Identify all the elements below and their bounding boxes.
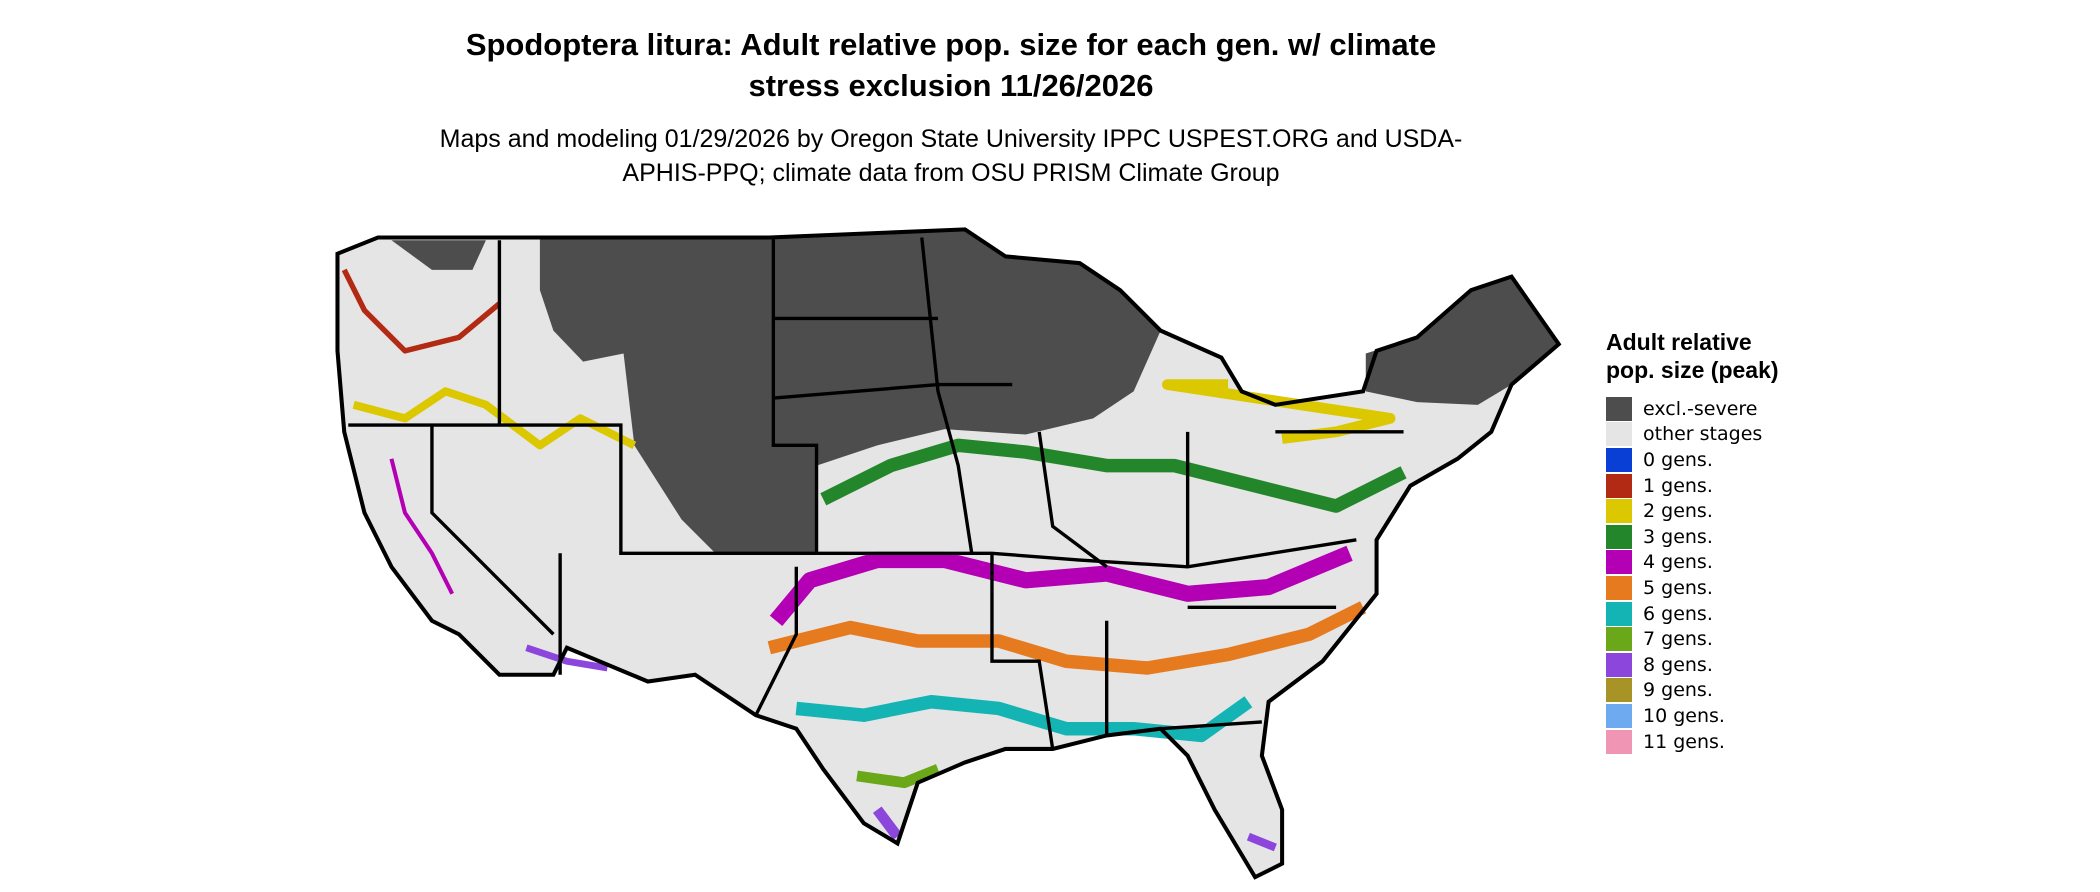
legend-label: 9 gens. bbox=[1643, 679, 1713, 702]
legend-item: 11 gens. bbox=[1606, 729, 1796, 755]
legend-swatch bbox=[1606, 678, 1632, 703]
border bbox=[920, 237, 974, 554]
legend-label: 11 gens. bbox=[1643, 730, 1725, 753]
border bbox=[1037, 431, 1108, 569]
legend-swatch bbox=[1606, 524, 1632, 549]
legend-title: Adult relative pop. size (peak) bbox=[1606, 329, 1779, 383]
legend-label: other stages bbox=[1643, 423, 1763, 446]
band-3 bbox=[820, 438, 1407, 513]
border bbox=[771, 237, 819, 554]
legend-item: excl.-severe bbox=[1606, 396, 1796, 422]
legend-swatch bbox=[1606, 550, 1632, 575]
band-4 bbox=[769, 545, 1353, 626]
legend-item: 3 gens. bbox=[1606, 524, 1796, 550]
legend-item: other stages bbox=[1606, 422, 1796, 448]
legend-swatch bbox=[1606, 396, 1632, 421]
legend-swatch bbox=[1606, 601, 1632, 626]
legend-label: 10 gens. bbox=[1643, 704, 1725, 727]
legend-label: 5 gens. bbox=[1643, 576, 1713, 599]
legend-item: 4 gens. bbox=[1606, 550, 1796, 576]
legend-label: excl.-severe bbox=[1643, 397, 1758, 420]
exclusion-nw bbox=[391, 240, 486, 270]
legend-item: 6 gens. bbox=[1606, 601, 1796, 627]
band-1 bbox=[341, 268, 502, 354]
legend-swatch bbox=[1606, 652, 1632, 677]
legend: Adult relative pop. size (peak) excl.-se… bbox=[1606, 328, 1796, 754]
band-4b bbox=[389, 458, 454, 595]
legend-swatch bbox=[1606, 729, 1632, 754]
legend-item: 0 gens. bbox=[1606, 447, 1796, 473]
legend-label: 1 gens. bbox=[1643, 474, 1713, 497]
band-8b bbox=[1246, 832, 1277, 852]
legend-item: 8 gens. bbox=[1606, 652, 1796, 678]
legend-swatch bbox=[1606, 627, 1632, 652]
border bbox=[348, 423, 817, 555]
legend-label: 6 gens. bbox=[1643, 602, 1713, 625]
band-8 bbox=[872, 806, 902, 840]
legend-swatch bbox=[1606, 499, 1632, 524]
legend-label: 3 gens. bbox=[1643, 525, 1713, 548]
legend-swatch bbox=[1606, 447, 1632, 472]
state-borders bbox=[348, 237, 1404, 750]
border bbox=[816, 538, 1357, 569]
generation-bands bbox=[341, 268, 1407, 852]
legend-items: excl.-severe other stages 0 gens. 1 gens. 2 … bbox=[1606, 396, 1796, 754]
legend-label: 7 gens. bbox=[1643, 628, 1713, 651]
legend-swatch bbox=[1606, 703, 1632, 728]
legend-item: 5 gens. bbox=[1606, 575, 1796, 601]
legend-label: 0 gens. bbox=[1643, 448, 1713, 471]
band-5 bbox=[767, 601, 1367, 675]
legend-item: 7 gens. bbox=[1606, 626, 1796, 652]
subtitle: Maps and modeling 01/29/2026 by Oregon S… bbox=[439, 125, 1463, 187]
band-2b bbox=[1162, 379, 1396, 444]
legend-item: 10 gens. bbox=[1606, 703, 1796, 729]
band-6 bbox=[795, 694, 1253, 743]
exclusion-northeast bbox=[1365, 276, 1559, 405]
legend-swatch bbox=[1606, 422, 1632, 447]
band-8c bbox=[525, 644, 608, 672]
legend-swatch bbox=[1606, 575, 1632, 600]
legend-item: 9 gens. bbox=[1606, 678, 1796, 704]
band-7 bbox=[856, 764, 940, 789]
border bbox=[990, 553, 1055, 750]
legend-label: 4 gens. bbox=[1643, 551, 1713, 574]
us-outline bbox=[335, 227, 1562, 880]
legend-item: 1 gens. bbox=[1606, 473, 1796, 499]
border bbox=[430, 425, 555, 636]
legend-swatch bbox=[1606, 473, 1632, 498]
title: Spodoptera litura: Adult relative pop. s… bbox=[465, 27, 1437, 103]
legend-label: 8 gens. bbox=[1643, 653, 1713, 676]
border bbox=[754, 566, 798, 716]
legend-label: 2 gens. bbox=[1643, 500, 1713, 523]
legend-item: 2 gens. bbox=[1606, 498, 1796, 524]
band-2 bbox=[352, 387, 637, 450]
